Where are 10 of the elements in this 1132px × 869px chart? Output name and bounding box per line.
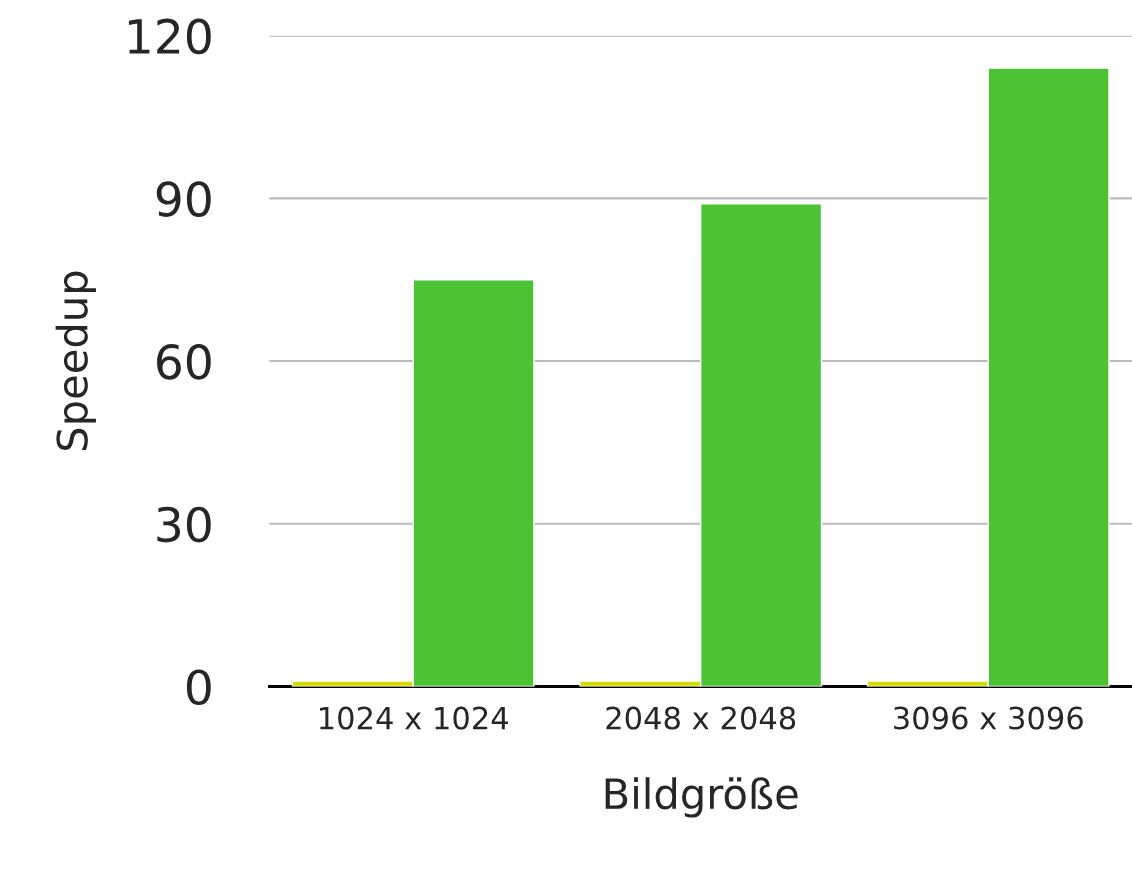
y-tick-label: 0 [186,669,211,706]
y-tick-label: 90 [156,181,211,217]
y-tick-label: 60 [157,343,211,380]
x-tick-label: 2048 x 2048 [606,706,796,730]
y-tick-label: 120 [128,18,211,55]
y-tick-label: 30 [157,506,211,543]
x-axis-title: Bildgröße [605,777,798,818]
x-tick-label: 3096 x 3096 [894,706,1083,730]
x-tick-label: 1024 x 1024 [320,706,508,730]
y-axis-title: Speedup [55,271,96,451]
